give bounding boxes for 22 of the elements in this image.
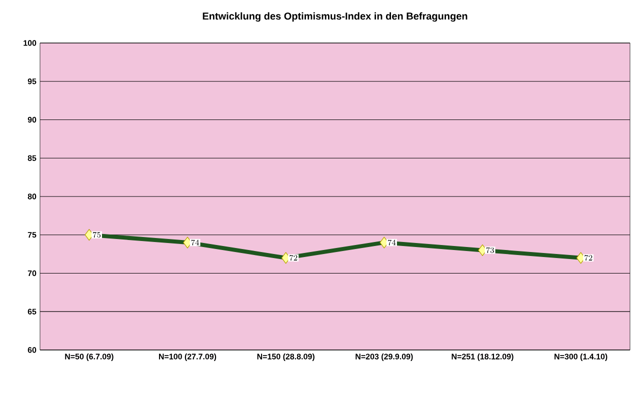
data-label: 75 <box>92 232 101 238</box>
y-tick-label: 100 <box>24 40 36 46</box>
chart-title: Entwicklung des Optimismus-Index in den Befragungen <box>202 12 468 22</box>
data-label: 72 <box>584 255 592 261</box>
x-tick-label: N=50 (6.7.09) <box>65 354 114 361</box>
data-label: 73 <box>486 247 494 253</box>
x-tick-label: N=300 (1.4.10) <box>554 354 608 361</box>
y-tick-label: 70 <box>28 270 36 276</box>
y-tick-label: 90 <box>28 116 36 123</box>
data-label: 74 <box>388 240 396 246</box>
data-label: 74 <box>191 240 200 246</box>
y-tick-label: 60 <box>28 347 36 353</box>
x-tick-label: N=203 (29.9.09) <box>356 354 413 361</box>
data-label: 72 <box>290 255 298 261</box>
y-tick-label: 85 <box>28 155 36 161</box>
y-tick-label: 65 <box>28 308 36 314</box>
y-tick-label: 80 <box>28 194 36 200</box>
x-tick-label: N=150 (28.8.09) <box>257 354 314 361</box>
x-tick-label: N=251 (18.12.09) <box>452 354 514 361</box>
y-tick-label: 95 <box>28 78 36 84</box>
x-tick-label: N=100 (27.7.09) <box>159 354 216 361</box>
y-tick-label: 75 <box>28 232 36 238</box>
